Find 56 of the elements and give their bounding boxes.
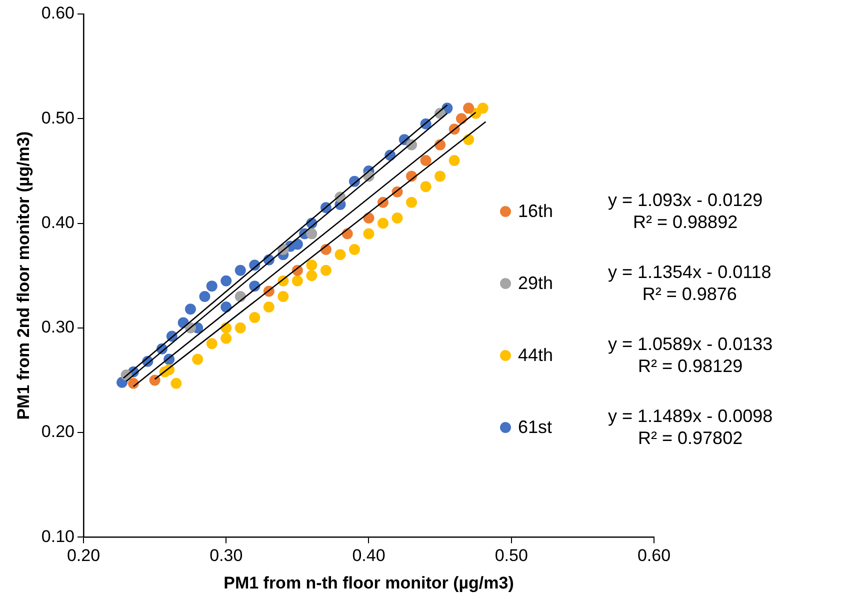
- point: [392, 212, 403, 224]
- point: [292, 275, 303, 286]
- point: [278, 291, 289, 302]
- point: [263, 301, 274, 312]
- legend-label: 16th: [518, 200, 554, 222]
- x-axis-title: PM1 from n-th floor monitor (µg/m3): [224, 573, 514, 592]
- point: [249, 312, 260, 323]
- point: [477, 102, 488, 114]
- x-tick-label: 0.60: [637, 546, 671, 566]
- point: [199, 291, 210, 302]
- point: [320, 264, 332, 276]
- point: [348, 244, 360, 255]
- point: [363, 228, 374, 240]
- legend-label: 29th: [518, 272, 554, 294]
- y-axis-title: PM1 from 2nd floor monitor (µg/m3): [14, 131, 33, 420]
- point: [206, 280, 218, 292]
- y-tick-label: 0.50: [41, 108, 74, 128]
- legend-label: 61st: [518, 416, 554, 438]
- point: [192, 354, 204, 365]
- annotation: y = 1.093x - 0.0129 R² = 0.98892: [608, 189, 763, 233]
- point: [448, 154, 460, 166]
- point: [184, 304, 196, 315]
- point: [463, 102, 474, 114]
- annotation: y = 1.1354x - 0.0118 R² = 0.9876: [608, 261, 772, 305]
- point: [170, 378, 182, 389]
- point: [420, 154, 432, 166]
- y-tick-label: 0.20: [41, 422, 74, 442]
- point: [306, 260, 318, 271]
- y-tick-label: 0.40: [41, 212, 74, 232]
- legend-label: 44th: [518, 344, 554, 366]
- annotation: y = 1.1489x - 0.0098 R² = 0.97802: [608, 405, 773, 449]
- x-tick-label: 0.50: [494, 546, 528, 566]
- point: [234, 264, 246, 276]
- point: [420, 181, 432, 192]
- point: [220, 301, 232, 312]
- point: [234, 322, 246, 334]
- point: [206, 338, 218, 350]
- x-tick-label: 0.30: [210, 546, 243, 566]
- point: [220, 332, 232, 344]
- point: [406, 196, 418, 208]
- y-tick-label: 0.30: [41, 318, 74, 337]
- point: [334, 249, 346, 260]
- point: [456, 113, 467, 124]
- point: [306, 228, 318, 240]
- point: [149, 374, 160, 386]
- point: [306, 270, 318, 282]
- point: [434, 170, 446, 182]
- point: [292, 238, 303, 250]
- annotation: y = 1.0589x - 0.0133 R² = 0.98129: [608, 333, 773, 377]
- y-tick-label: 0.10: [41, 526, 74, 546]
- point: [220, 275, 232, 286]
- x-tick-label: 0.40: [352, 546, 386, 566]
- point: [378, 218, 389, 229]
- y-tick-label: 0.60: [41, 4, 74, 23]
- point: [363, 212, 374, 224]
- x-tick-label: 0.20: [66, 546, 100, 566]
